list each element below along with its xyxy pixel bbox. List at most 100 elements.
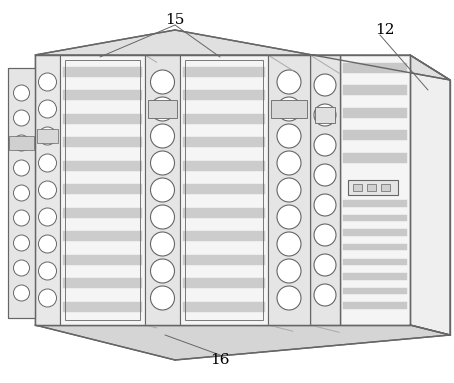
Polygon shape: [348, 180, 398, 195]
Circle shape: [277, 259, 301, 283]
Polygon shape: [63, 160, 142, 171]
Polygon shape: [8, 68, 35, 318]
Circle shape: [150, 259, 174, 283]
Polygon shape: [145, 55, 180, 325]
Circle shape: [39, 289, 56, 307]
Circle shape: [150, 232, 174, 256]
Circle shape: [14, 135, 30, 151]
Polygon shape: [343, 214, 407, 221]
Circle shape: [277, 124, 301, 148]
Polygon shape: [9, 136, 34, 150]
Circle shape: [39, 100, 56, 118]
Polygon shape: [183, 90, 265, 100]
Circle shape: [314, 74, 336, 96]
Circle shape: [277, 286, 301, 310]
Circle shape: [314, 164, 336, 186]
Polygon shape: [343, 200, 407, 206]
Polygon shape: [183, 231, 265, 241]
Polygon shape: [35, 55, 60, 325]
Polygon shape: [63, 184, 142, 194]
Circle shape: [39, 208, 56, 226]
Circle shape: [14, 285, 30, 301]
Polygon shape: [63, 231, 142, 241]
Polygon shape: [183, 114, 265, 124]
Circle shape: [39, 73, 56, 91]
Circle shape: [314, 104, 336, 126]
Circle shape: [277, 151, 301, 175]
Polygon shape: [183, 301, 265, 311]
Polygon shape: [63, 114, 142, 124]
Polygon shape: [183, 255, 265, 265]
Polygon shape: [180, 55, 268, 325]
Circle shape: [14, 260, 30, 276]
Circle shape: [150, 70, 174, 94]
Circle shape: [150, 151, 174, 175]
Polygon shape: [60, 55, 145, 325]
Circle shape: [150, 97, 174, 121]
Circle shape: [314, 134, 336, 156]
Polygon shape: [410, 55, 450, 335]
Polygon shape: [343, 288, 407, 294]
Polygon shape: [63, 278, 142, 288]
Text: 16: 16: [210, 353, 230, 367]
Polygon shape: [63, 137, 142, 147]
Circle shape: [14, 185, 30, 201]
Circle shape: [150, 124, 174, 148]
Polygon shape: [63, 208, 142, 218]
Circle shape: [39, 262, 56, 280]
Polygon shape: [63, 255, 142, 265]
Polygon shape: [35, 55, 310, 325]
Polygon shape: [343, 273, 407, 280]
Circle shape: [14, 160, 30, 176]
Polygon shape: [343, 152, 407, 163]
Polygon shape: [63, 301, 142, 311]
Polygon shape: [271, 100, 307, 118]
Polygon shape: [35, 30, 450, 80]
Polygon shape: [37, 129, 58, 143]
Circle shape: [277, 178, 301, 202]
Polygon shape: [343, 130, 407, 140]
Polygon shape: [343, 302, 407, 309]
Text: 12: 12: [375, 23, 395, 37]
Polygon shape: [343, 85, 407, 95]
Polygon shape: [367, 184, 376, 191]
Polygon shape: [381, 184, 390, 191]
Polygon shape: [268, 55, 310, 325]
Circle shape: [150, 286, 174, 310]
Circle shape: [14, 235, 30, 251]
Polygon shape: [353, 184, 362, 191]
Polygon shape: [315, 107, 335, 123]
Circle shape: [314, 194, 336, 216]
Circle shape: [277, 232, 301, 256]
Polygon shape: [35, 325, 450, 360]
Polygon shape: [343, 244, 407, 250]
Circle shape: [277, 205, 301, 229]
Polygon shape: [343, 259, 407, 265]
Circle shape: [277, 97, 301, 121]
Circle shape: [150, 205, 174, 229]
Circle shape: [39, 154, 56, 172]
Polygon shape: [183, 67, 265, 77]
Polygon shape: [183, 184, 265, 194]
Polygon shape: [183, 137, 265, 147]
Circle shape: [39, 181, 56, 199]
Polygon shape: [63, 67, 142, 77]
Circle shape: [277, 70, 301, 94]
Circle shape: [150, 178, 174, 202]
Polygon shape: [343, 229, 407, 236]
Circle shape: [14, 210, 30, 226]
Circle shape: [39, 127, 56, 145]
Circle shape: [39, 235, 56, 253]
Circle shape: [14, 85, 30, 101]
Circle shape: [14, 110, 30, 126]
Polygon shape: [340, 55, 410, 325]
Circle shape: [314, 224, 336, 246]
Circle shape: [314, 284, 336, 306]
Polygon shape: [343, 63, 407, 73]
Polygon shape: [343, 108, 407, 118]
Polygon shape: [310, 55, 340, 325]
Polygon shape: [183, 208, 265, 218]
Polygon shape: [148, 100, 177, 118]
Text: 15: 15: [165, 13, 185, 27]
Circle shape: [314, 254, 336, 276]
